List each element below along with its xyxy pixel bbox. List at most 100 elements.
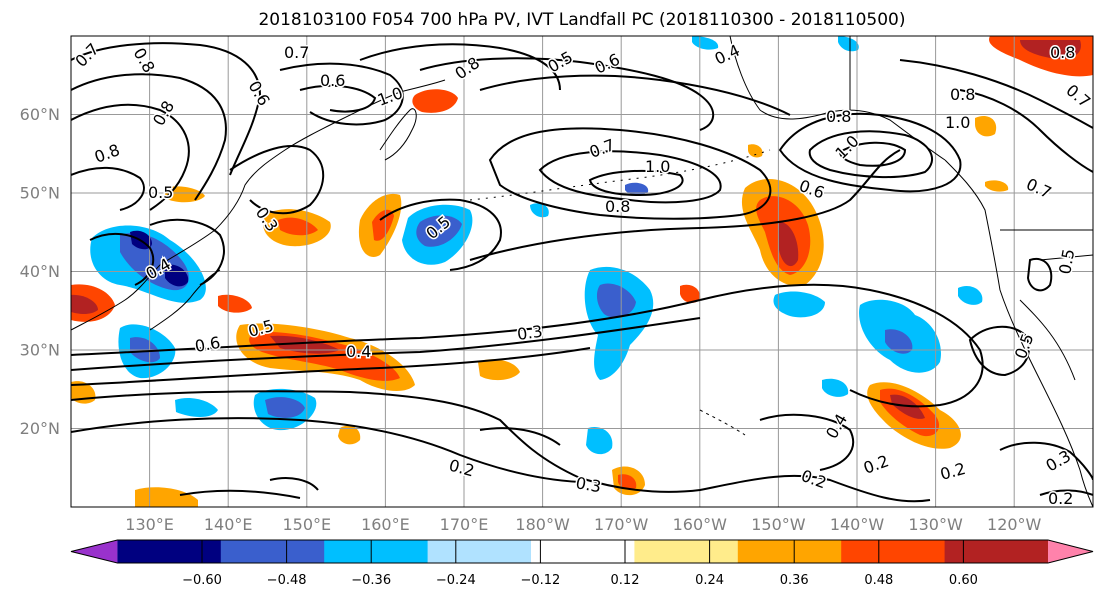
pv-contour xyxy=(419,57,715,131)
positive-anomaly-region xyxy=(135,487,198,507)
negative-anomaly-region xyxy=(625,182,649,196)
pv-contour xyxy=(479,74,791,116)
lon-tick-label: 150°W xyxy=(751,515,806,534)
colorbar-segment xyxy=(531,540,635,563)
pv-contour xyxy=(179,489,301,499)
colorbar-segment xyxy=(220,540,325,563)
pv-contour xyxy=(759,413,855,471)
contour-label: 0.8 xyxy=(1050,43,1075,62)
colorbar-segment xyxy=(117,540,222,563)
colorbar-segments xyxy=(71,540,1093,563)
negative-anomaly-region xyxy=(175,398,218,417)
negative-anomaly-region xyxy=(958,285,983,305)
lon-tick-label: 160°W xyxy=(673,515,728,534)
graticule xyxy=(71,36,1093,507)
lon-tick-label: 130°W xyxy=(908,515,963,534)
pv-contour xyxy=(479,427,561,446)
contour-label: 0.6 xyxy=(320,71,345,90)
colorbar-tick-label: 0.36 xyxy=(780,573,809,588)
lon-tick-label: 120°W xyxy=(987,515,1042,534)
pv-contours xyxy=(71,42,1093,503)
negative-anomaly-region xyxy=(885,329,913,354)
colorbar-segment xyxy=(324,540,429,563)
colorbar-outline xyxy=(70,539,1094,564)
pv-contour xyxy=(71,42,262,176)
pv-contour xyxy=(379,198,502,271)
coastlines xyxy=(71,36,1093,507)
pv-contour xyxy=(899,59,1093,129)
negative-anomaly-region xyxy=(596,283,636,318)
pv-contour xyxy=(71,103,190,211)
colorbar-segment xyxy=(944,540,1049,563)
negative-anomaly-region xyxy=(692,36,719,50)
negative-anomaly-region xyxy=(773,291,825,318)
colorbar-tick-label: −0.48 xyxy=(267,573,307,588)
lat-tick-label: 50°N xyxy=(20,184,60,203)
lon-tick-label: 140°W xyxy=(830,515,885,534)
positive-anomaly-region xyxy=(338,425,361,445)
colorbar-tick-label: 0.12 xyxy=(611,573,640,588)
lon-tick-label: 180°W xyxy=(515,515,570,534)
pv-contour xyxy=(959,89,1093,173)
positive-anomaly-region xyxy=(618,474,637,490)
colorbar-segment xyxy=(737,540,842,563)
pv-contour xyxy=(1039,489,1093,496)
contour-label: 0.8 xyxy=(950,85,975,104)
map-panel: 0.7 0.8 0.7 0.6 0.8 0.6 0.5 0.4 1.0 0.8 … xyxy=(70,35,1094,508)
contour-label: 1.0 xyxy=(645,157,670,176)
pv-contour xyxy=(89,232,155,286)
pv-contour xyxy=(279,62,404,126)
lat-tick-label: 40°N xyxy=(20,262,60,281)
pv-contour xyxy=(359,43,561,91)
latitude-labels: 60°N 50°N 40°N 30°N 20°N xyxy=(20,105,60,438)
positive-anomaly-region xyxy=(218,294,252,313)
negative-anomaly-region xyxy=(416,215,462,247)
figure-title: 2018103100 F054 700 hPa PV, IVT Landfall… xyxy=(258,10,905,30)
alaska-coastline xyxy=(729,36,946,161)
pv-contour xyxy=(229,145,325,215)
map-frame xyxy=(70,35,1094,508)
positive-anomaly-region xyxy=(412,89,458,113)
pv-contour xyxy=(1026,257,1053,292)
lon-tick-label: 150°E xyxy=(282,515,331,534)
lon-tick-label: 170°W xyxy=(594,515,649,534)
lon-tick-label: 140°E xyxy=(204,515,253,534)
lon-tick-label: 170°E xyxy=(440,515,489,534)
pv-contour xyxy=(269,477,319,491)
positive-anomaly-region xyxy=(748,144,763,158)
pv-contour xyxy=(588,169,684,197)
pv-contour xyxy=(838,141,907,167)
contour-label: 0.7 xyxy=(284,43,309,62)
pv-contour xyxy=(778,112,962,193)
pv-contour xyxy=(488,127,772,220)
negative-anomaly-region xyxy=(822,378,849,397)
negative-anomaly-region xyxy=(838,36,859,52)
contour-label: 0.5 xyxy=(148,183,173,202)
contour-label: 0.2 xyxy=(1048,489,1073,508)
colorbar-tick-label: −0.60 xyxy=(182,573,222,588)
pv-contour xyxy=(71,166,145,211)
pv-contour xyxy=(699,283,984,408)
lat-tick-label: 30°N xyxy=(20,341,60,360)
pv-contour xyxy=(299,84,377,113)
longitude-labels: 130°E 140°E 150°E 160°E 170°E 180°W 170°… xyxy=(125,515,1041,534)
asia-coastline xyxy=(71,79,446,331)
colorbar-tick-label: −0.24 xyxy=(436,573,476,588)
japan-coastline xyxy=(149,269,221,331)
colorbar-segment xyxy=(634,540,739,563)
pv-contour xyxy=(808,130,934,179)
lat-tick-label: 20°N xyxy=(20,419,60,438)
pv-contour xyxy=(469,149,901,261)
colorbar-tick-label: 0.24 xyxy=(695,573,724,588)
negative-anomaly-region xyxy=(530,203,549,218)
colorbar-tick-label: −0.12 xyxy=(520,573,560,588)
positive-anomaly-region xyxy=(1020,40,1081,60)
positive-anomaly-region xyxy=(985,180,1009,192)
colorbar-segment xyxy=(427,540,532,563)
negative-anomaly-region xyxy=(586,426,613,455)
lon-tick-label: 130°E xyxy=(125,515,174,534)
positive-anomaly-region xyxy=(975,115,997,137)
positive-anomaly-region xyxy=(71,294,98,314)
positive-anomaly-region xyxy=(278,217,318,236)
